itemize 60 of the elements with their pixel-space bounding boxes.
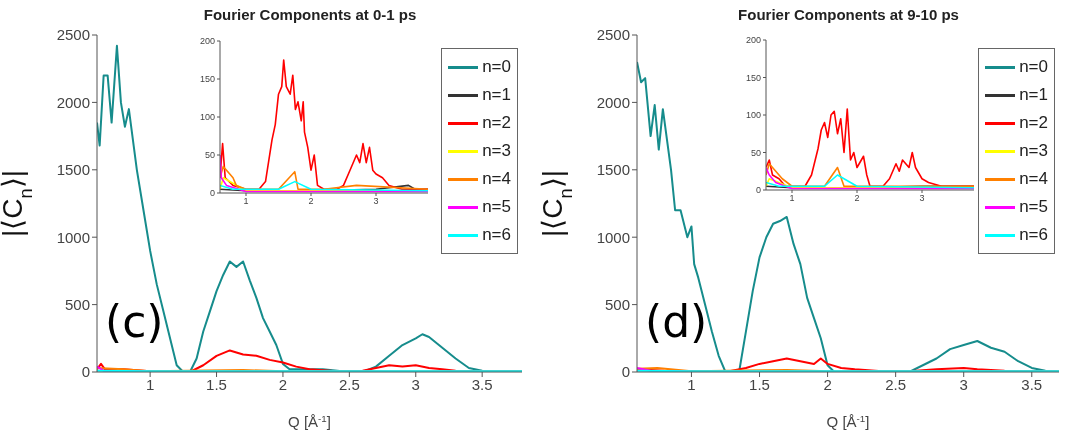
- x-tick-label: 1: [145, 375, 155, 393]
- y-tick-label: 0: [81, 363, 90, 381]
- y-tick-label: 2000: [596, 93, 630, 111]
- y-tick-label: 1500: [56, 161, 90, 179]
- y-tick-label: 2500: [56, 26, 90, 44]
- y-tick-label: 100: [745, 110, 761, 121]
- legend-label: n=6: [482, 225, 511, 245]
- x-tick-label: 2: [308, 196, 314, 207]
- y-tick-label: 200: [745, 35, 761, 46]
- y-tick-label: 0: [209, 188, 215, 199]
- y-tick-label: 500: [604, 295, 630, 313]
- y-tick-label: 500: [64, 295, 90, 313]
- x-tick-label: 2: [823, 375, 832, 393]
- x-tick-label: 1.5: [749, 375, 770, 393]
- x-tick-label: 1: [687, 375, 696, 393]
- x-tick-label: 3: [959, 375, 968, 393]
- legend-label: n=3: [1019, 141, 1048, 161]
- legend-label: n=3: [482, 141, 511, 161]
- y-tick-label: 1000: [596, 228, 630, 246]
- legend-label: n=0: [1019, 57, 1048, 77]
- y-tick-label: 50: [750, 147, 761, 158]
- legend-label: n=2: [482, 113, 511, 133]
- y-tick-label: 1500: [596, 161, 630, 179]
- legend-label: n=5: [482, 197, 511, 217]
- legend-label: n=2: [1019, 113, 1048, 133]
- x-tick-label: 1: [789, 193, 795, 204]
- legend-label: n=1: [1019, 85, 1048, 105]
- x-axis-title: Q [Å$^{-1}$]: [288, 412, 331, 430]
- x-tick-label: 2.5: [885, 375, 907, 393]
- y-tick-label: 1000: [56, 228, 90, 246]
- y-tick-label: 50: [204, 150, 215, 161]
- legend-label: n=1: [482, 85, 511, 105]
- legend-label: n=4: [482, 169, 511, 189]
- chart-title: Fourier Components at 9-10 ps: [737, 6, 960, 23]
- x-axis-title: Q [Å$^{-1}$]: [826, 412, 870, 430]
- legend-label: n=4: [1019, 169, 1048, 189]
- y-tick-label: 100: [199, 112, 215, 123]
- legend-label: n=6: [1019, 225, 1048, 245]
- y-tick-label: 200: [199, 36, 215, 47]
- x-tick-label: 2: [854, 193, 860, 204]
- y-tick-label: 150: [745, 72, 761, 83]
- x-tick-label: 1.5: [206, 375, 227, 393]
- x-tick-label: 3.5: [1021, 375, 1043, 393]
- legend-label: n=5: [1019, 197, 1048, 217]
- x-tick-label: 1: [243, 196, 249, 207]
- y-tick-label: 0: [755, 185, 761, 196]
- y-tick-label: 2500: [596, 26, 630, 44]
- chart-title: Fourier Components at 0-1 ps: [202, 6, 418, 23]
- y-tick-label: 0: [621, 363, 630, 381]
- legend-label: n=0: [482, 57, 511, 77]
- y-tick-label: 150: [199, 74, 215, 85]
- x-tick-label: 2: [278, 375, 288, 393]
- x-tick-label: 3: [919, 193, 925, 204]
- annotation: (c): [105, 296, 164, 347]
- x-tick-label: 2.5: [338, 375, 360, 393]
- x-tick-label: 3: [411, 375, 420, 393]
- y-tick-label: 2000: [56, 93, 90, 111]
- annotation: (d): [645, 296, 708, 347]
- x-tick-label: 3.5: [471, 375, 493, 393]
- x-tick-label: 3: [373, 196, 379, 207]
